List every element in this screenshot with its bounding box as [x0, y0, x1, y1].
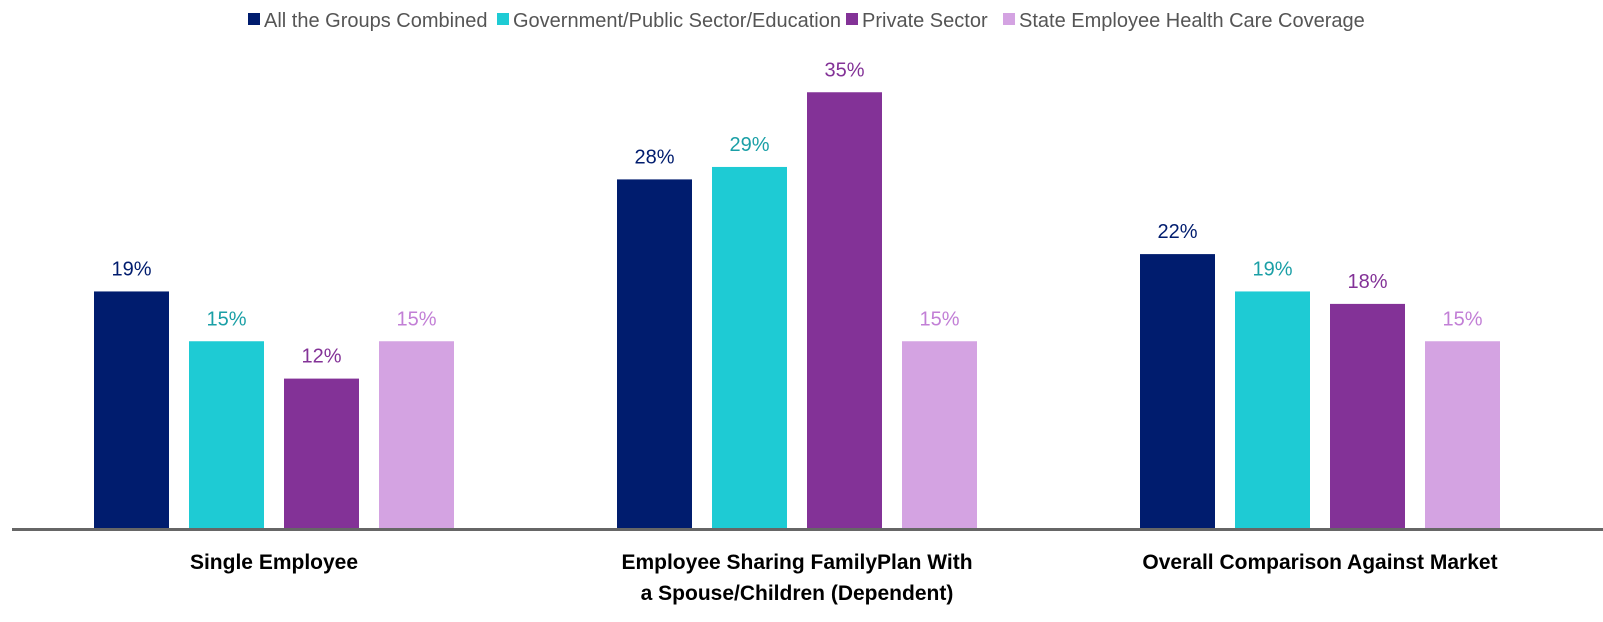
value-label-group2-series4: 15% — [919, 308, 959, 330]
bar-group3-series2 — [1235, 291, 1310, 528]
bar-group1-series1 — [94, 291, 169, 528]
bar-group3-series3 — [1330, 303, 1405, 528]
bar-group1-series3 — [284, 378, 359, 528]
value-label-group1-series4: 15% — [396, 308, 436, 330]
value-label-group1-series2: 15% — [206, 308, 246, 330]
legend-label-1: All the Groups Combined — [264, 10, 487, 32]
legend-label-3: Private Sector — [862, 10, 988, 32]
value-label-group2-series2: 29% — [729, 134, 769, 156]
legend-swatch-1 — [248, 13, 260, 25]
bar-group2-series4 — [902, 341, 977, 528]
legend-label-2: Government/Public Sector/Education — [513, 10, 841, 32]
value-label-group2-series3: 35% — [824, 59, 864, 81]
category-label-2-line2: a Spouse/Children (Dependent) — [641, 582, 954, 605]
bars-group — [94, 92, 1500, 528]
bar-group3-series1 — [1140, 254, 1215, 528]
value-label-group2-series1: 28% — [634, 146, 674, 168]
bar-group1-series2 — [189, 341, 264, 528]
legend: All the Groups Combined Government/Public… — [248, 10, 1365, 32]
bar-group3-series4 — [1425, 341, 1500, 528]
category-label-1: Single Employee — [190, 551, 358, 574]
legend-swatch-2 — [497, 13, 509, 25]
legend-swatch-4 — [1003, 13, 1015, 25]
bar-group1-series4 — [379, 341, 454, 528]
category-label-3: Overall Comparison Against Market — [1142, 551, 1497, 574]
value-label-group1-series1: 19% — [111, 258, 151, 280]
category-labels-group: Single Employee Employee Sharing FamilyPl… — [190, 551, 1498, 605]
value-label-group3-series4: 15% — [1442, 308, 1482, 330]
category-label-2-line1: Employee Sharing FamilyPlan With — [621, 551, 972, 574]
value-label-group1-series3: 12% — [301, 346, 341, 368]
value-label-group3-series2: 19% — [1252, 258, 1292, 280]
bar-group2-series1 — [617, 179, 692, 528]
legend-swatch-3 — [846, 13, 858, 25]
bar-group2-series3 — [807, 92, 882, 528]
bar-group2-series2 — [712, 166, 787, 528]
value-label-group3-series3: 18% — [1347, 271, 1387, 293]
legend-label-4: State Employee Health Care Coverage — [1019, 10, 1365, 32]
value-labels-group: 19% 15% 12% 15% 28% 29% 35% 15% 22% 19% 18% 15% — [111, 59, 1482, 367]
value-label-group3-series1: 22% — [1157, 221, 1197, 243]
